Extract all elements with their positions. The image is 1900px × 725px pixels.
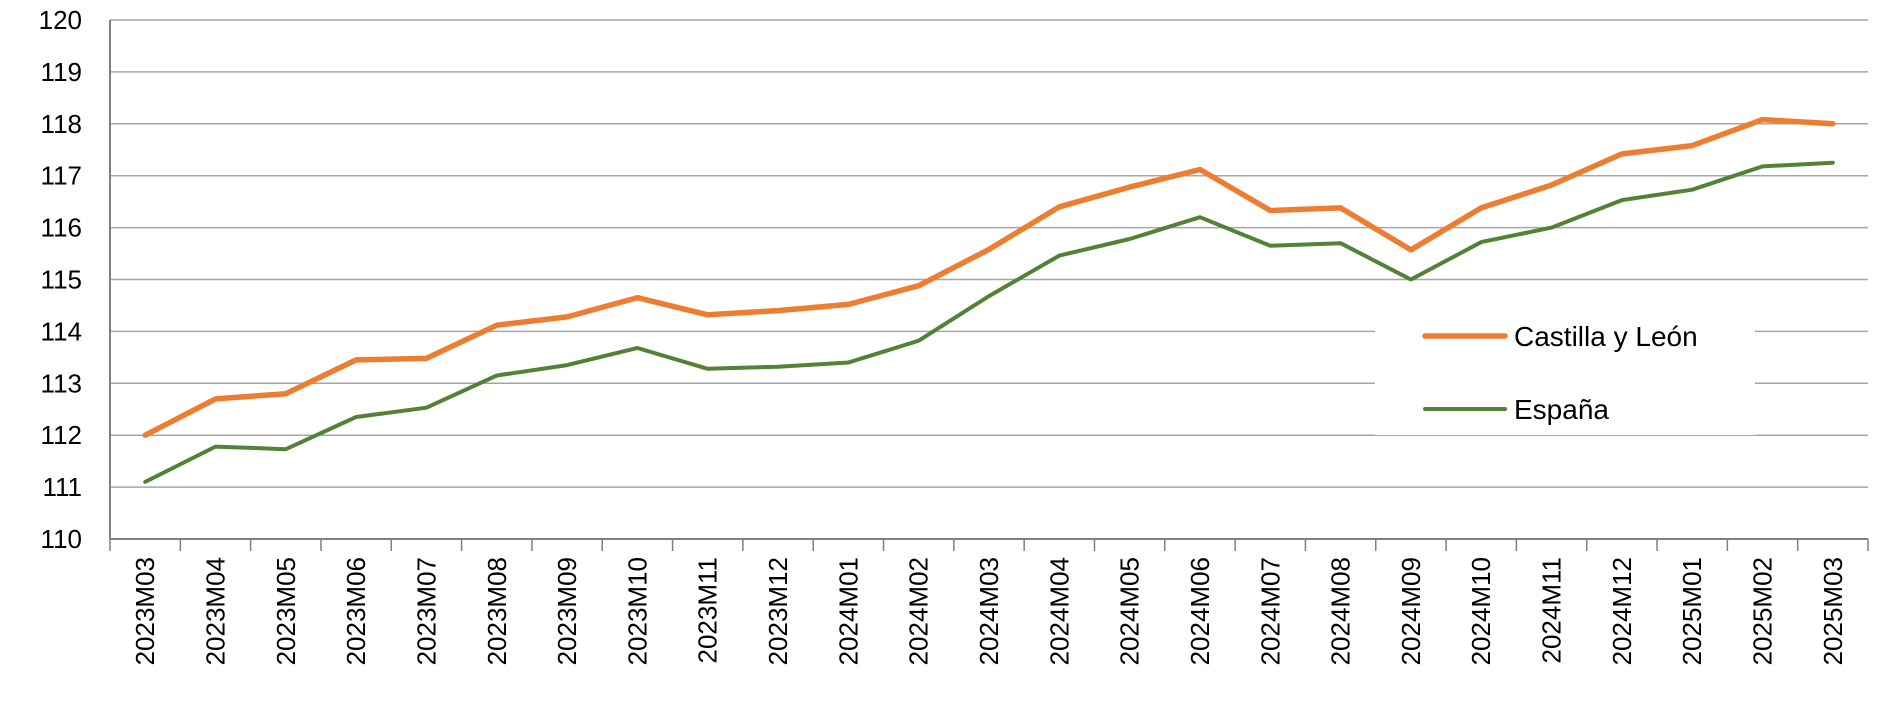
data-point	[1691, 188, 1693, 191]
y-tick-label: 113	[41, 368, 82, 398]
data-point	[1832, 161, 1834, 164]
data-point	[214, 445, 217, 448]
data-point	[1621, 199, 1623, 201]
data-point	[1199, 168, 1201, 171]
data-point	[1621, 153, 1623, 155]
data-point	[496, 374, 498, 377]
y-tick-label: 110	[41, 524, 82, 554]
x-axis: 2023M03 2023M04 2023M05 2023M06 2023M07 2023M…	[109, 539, 1869, 665]
data-point	[1269, 245, 1272, 247]
data-point	[917, 339, 920, 342]
y-tick-label: 117	[41, 161, 82, 191]
data-point	[917, 284, 920, 287]
data-point	[636, 347, 639, 349]
y-tick-label: 116	[41, 213, 82, 243]
x-tick-label: 2024M02	[904, 557, 934, 665]
x-tick-label: 2023M07	[411, 557, 441, 665]
data-point	[425, 357, 428, 360]
data-point	[1761, 165, 1764, 168]
data-point	[214, 398, 217, 400]
data-point	[355, 359, 357, 361]
data-point	[285, 392, 287, 395]
x-tick-label: 2024M07	[1255, 557, 1285, 665]
legend-box	[1375, 305, 1755, 435]
data-point	[1128, 186, 1131, 188]
x-tick-label: 2024M08	[1326, 557, 1356, 665]
x-tick-label: 2024M03	[974, 557, 1004, 665]
data-point	[777, 365, 779, 368]
legend-label: Castilla y León	[1514, 321, 1698, 352]
data-point	[706, 368, 709, 370]
series-layer	[142, 116, 1836, 484]
y-tick-label: 111	[42, 472, 82, 502]
y-tick-label: 115	[41, 265, 82, 295]
legend-label: España	[1514, 394, 1609, 425]
gridlines	[110, 19, 1868, 540]
x-tick-label: 2023M05	[271, 557, 301, 665]
data-point	[1480, 241, 1482, 243]
x-tick-label: 2024M06	[1185, 557, 1215, 665]
legend: Castilla y León España	[1375, 305, 1755, 435]
data-point	[496, 324, 498, 327]
x-tick-label: 2023M12	[763, 557, 793, 665]
data-point	[1339, 242, 1342, 244]
x-tick-label: 2023M10	[622, 557, 652, 665]
x-tick-label: 2024M09	[1396, 557, 1426, 665]
x-tick-label: 2025M02	[1748, 557, 1778, 665]
data-point	[1199, 216, 1201, 218]
data-point	[355, 416, 357, 418]
x-tick-label: 2025M01	[1677, 557, 1707, 665]
data-point	[1058, 206, 1061, 208]
data-point	[706, 314, 709, 316]
data-point	[1058, 254, 1061, 257]
data-point	[1832, 123, 1834, 125]
data-point	[847, 303, 850, 306]
data-point	[566, 316, 568, 318]
data-point	[285, 448, 287, 451]
data-point	[847, 361, 850, 364]
y-tick-label: 119	[41, 57, 82, 87]
x-tick-label: 2024M10	[1466, 557, 1496, 665]
data-point	[566, 364, 568, 366]
data-point	[777, 309, 779, 312]
x-tick-label: 2024M11	[1537, 557, 1567, 664]
x-tick-label: 2023M06	[341, 557, 371, 665]
y-tick-label: 120	[39, 5, 82, 35]
data-point	[144, 434, 146, 437]
x-tick-label: 2023M08	[482, 557, 512, 665]
data-point	[1410, 278, 1412, 281]
y-tick-label: 112	[41, 420, 82, 450]
data-point	[144, 481, 146, 483]
y-tick-label: 114	[41, 316, 82, 346]
data-point	[425, 406, 428, 409]
data-point	[1128, 238, 1131, 240]
x-tick-label: 2023M11	[693, 557, 723, 664]
data-point	[636, 296, 639, 299]
y-tick-label: 118	[41, 109, 82, 139]
data-point	[1550, 226, 1553, 229]
data-point	[1269, 209, 1272, 212]
x-tick-label: 2023M03	[130, 557, 160, 665]
data-point	[1691, 144, 1693, 147]
data-point	[1480, 207, 1482, 209]
x-tick-label: 2025M03	[1818, 557, 1848, 665]
x-tick-label: 2023M04	[200, 557, 230, 665]
data-point	[1339, 207, 1342, 209]
x-tick-label: 2023M09	[552, 557, 582, 665]
x-tick-label: 2024M01	[833, 557, 863, 665]
x-tick-label: 2024M12	[1607, 557, 1637, 665]
data-point	[1761, 118, 1764, 121]
data-point	[1410, 249, 1412, 251]
y-axis: 110 111 112 113 114 115 116 117 118 119 120	[39, 5, 111, 554]
data-point	[988, 295, 990, 297]
data-point	[988, 248, 990, 251]
data-point	[1550, 184, 1553, 186]
x-tick-label: 2024M04	[1044, 557, 1074, 665]
x-tick-label: 2024M05	[1115, 557, 1145, 665]
